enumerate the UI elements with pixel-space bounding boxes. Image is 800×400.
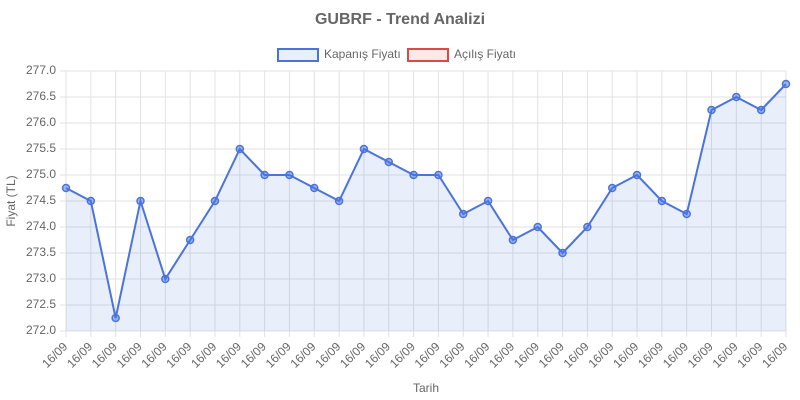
x-tick-label: 16/09 [64,339,95,370]
y-tick-label: 274.5 [26,193,56,207]
y-tick-label: 272.5 [26,297,56,311]
point [210,196,220,206]
x-tick-label: 16/09 [436,339,467,370]
x-tick-label: 16/09 [511,339,542,370]
y-tick-label: 276.5 [26,89,56,103]
legend-swatch [277,48,319,62]
y-tick-label: 272.0 [26,323,56,337]
x-tick-label: 16/09 [387,339,418,370]
x-tick-label: 16/09 [759,339,790,370]
x-tick-label: 16/09 [710,339,741,370]
point [583,222,592,232]
y-tick-label: 277.0 [26,63,56,77]
x-tick-label: 16/09 [585,339,616,370]
point [334,196,344,206]
x-tick-label: 16/09 [139,339,170,370]
point [781,79,791,89]
x-tick-label: 16/09 [610,339,641,370]
point [185,235,195,245]
point [732,92,741,102]
y-tick-label: 275.0 [26,167,56,181]
point [458,209,468,219]
x-tick-label: 16/09 [213,339,244,370]
x-tick-label: 16/09 [188,339,219,370]
point [533,222,542,232]
point [111,313,120,323]
legend-label: Kapanış Fiyatı [324,47,401,61]
point [558,248,567,258]
point [409,170,418,180]
point [136,196,145,206]
point [61,183,71,193]
x-tick-label: 16/09 [561,339,592,370]
x-tick-label: 16/09 [337,339,368,370]
point [235,144,245,154]
line [65,83,787,319]
point [310,183,319,193]
x-tick-label: 16/09 [114,339,145,370]
point [632,170,642,180]
x-tick-label: 16/09 [486,339,517,370]
x-tick-label: 16/09 [734,339,765,370]
y-tick-label: 274.0 [26,219,56,233]
chart-title: GUBRF - Trend Analizi [315,11,485,28]
point [384,157,394,167]
x-tick-label: 16/09 [263,339,294,370]
point [285,170,294,180]
x-axis-title: Tarih [413,381,439,395]
legend-swatch [407,48,449,62]
x-tick-label: 16/09 [362,339,393,370]
point [607,183,617,193]
legend-label: Açılış Fiyatı [454,47,516,61]
y-tick-label: 273.0 [26,271,56,285]
point [657,196,667,206]
point [483,196,493,206]
point [434,170,443,180]
x-tick-label: 16/09 [163,339,194,370]
x-tick-label: 16/09 [660,339,691,370]
x-tick-label: 16/09 [312,339,343,370]
point [161,274,170,284]
x-tick-label: 16/09 [685,339,716,370]
y-axis-title: Fiyat (TL) [4,175,18,226]
y-tick-label: 275.5 [26,141,56,155]
x-tick-label: 16/09 [288,339,319,370]
y-tick-label: 273.5 [26,245,56,259]
x-tick-label: 16/09 [89,339,120,370]
y-tick-label: 276.0 [26,115,56,129]
point [260,170,269,180]
point [508,235,518,245]
point [756,105,766,115]
point [707,105,716,115]
point [86,196,96,206]
x-tick-label: 16/09 [39,339,70,370]
point [359,144,369,154]
x-tick-label: 16/09 [238,339,269,370]
x-tick-label: 16/09 [635,339,666,370]
x-tick-label: 16/09 [461,339,492,370]
x-tick-label: 16/09 [536,339,567,370]
area [66,84,786,331]
point [682,209,691,219]
x-tick-label: 16/09 [412,339,443,370]
